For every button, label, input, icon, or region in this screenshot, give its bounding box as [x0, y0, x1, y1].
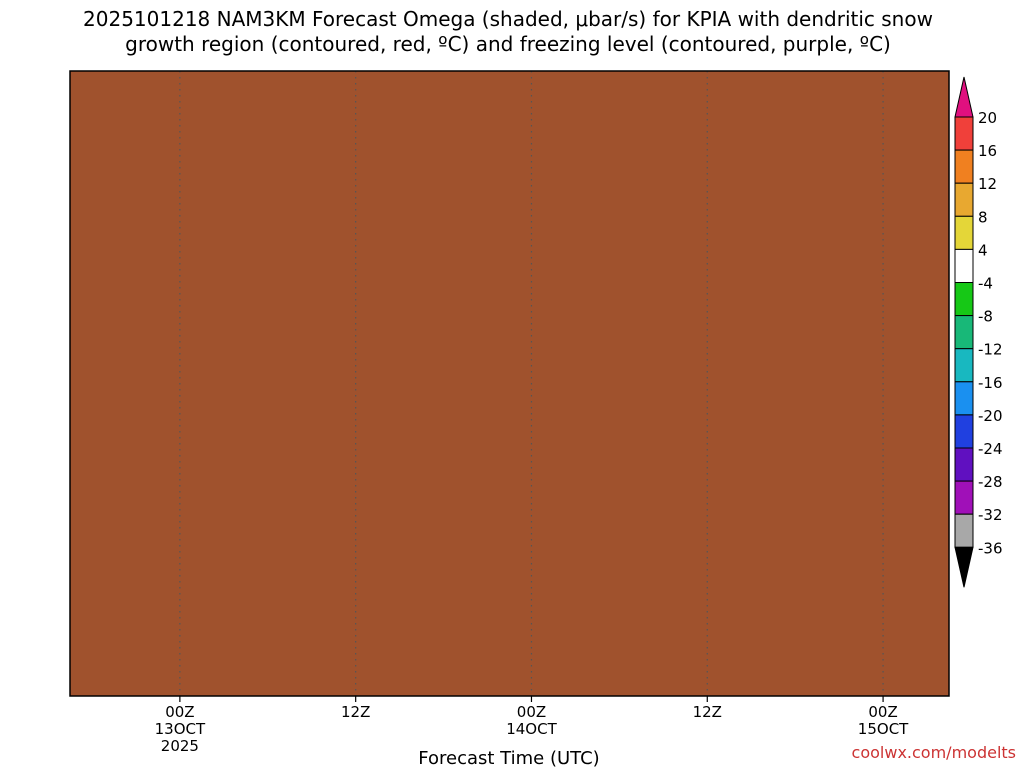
grid-lines	[179, 71, 884, 696]
colorbar-extend-bottom	[954, 546, 974, 588]
colorbar-label: -24	[978, 440, 1003, 458]
colorbar-label: 12	[978, 175, 997, 193]
x-axis-label: Forecast Time (UTC)	[418, 748, 599, 768]
chart-title-line-1: 2025101218 NAM3KM Forecast Omega (shaded…	[83, 7, 933, 31]
colorbar-bin-13	[954, 513, 974, 548]
colorbar-label: -36	[978, 539, 1003, 557]
colorbar-bin-4	[954, 215, 974, 250]
credit-text: coolwx.com/modelts	[852, 743, 1016, 762]
x-tick-label: 12Z	[693, 703, 722, 721]
colorbar-label: -12	[978, 341, 1003, 359]
x-tick-label: 00Z	[165, 703, 194, 721]
colorbar-label: -32	[978, 506, 1003, 524]
plot-area: -18-18-18-12-12-1200	[70, 71, 949, 696]
colorbar-label: -4	[978, 275, 993, 293]
colorbar-bin-12	[954, 480, 974, 515]
colorbar-bin-11	[954, 447, 974, 482]
x-tick-label: 00Z	[517, 703, 546, 721]
colorbar-bin-3	[954, 182, 974, 217]
colorbar-label: 16	[978, 142, 997, 160]
colorbar-bin-2	[954, 149, 974, 184]
colorbar-label: 20	[978, 109, 997, 127]
ground-fill	[70, 71, 949, 696]
x-tick-label: 14OCT	[506, 720, 557, 738]
colorbar-label: 4	[978, 241, 988, 259]
colorbar-label: -16	[978, 374, 1003, 392]
colorbar-label: -28	[978, 473, 1003, 491]
x-tick-label: 15OCT	[858, 720, 909, 738]
colorbar-bin-6	[954, 282, 974, 317]
colorbar-bin-8	[954, 348, 974, 383]
colorbar-bin-5	[954, 248, 974, 283]
colorbar-bin-10	[954, 414, 974, 449]
ground-layer	[70, 71, 949, 696]
x-tick-label: 2025	[161, 737, 199, 755]
x-tick-label: 00Z	[868, 703, 897, 721]
colorbar: 20 16 12 8 4 -4 -8 -12 -16 -20 -24 -28 -32 -36	[954, 76, 1003, 588]
plot-frame	[69, 70, 950, 697]
colorbar-extend-top	[954, 76, 974, 118]
colorbar-label: -20	[978, 407, 1003, 425]
x-tick-label: 12Z	[341, 703, 370, 721]
colorbar-label: 8	[978, 208, 988, 226]
colorbar-bin-1	[954, 116, 974, 151]
colorbar-label: -8	[978, 308, 993, 326]
chart-title-line-2: growth region (contoured, red, ºC) and f…	[125, 32, 891, 56]
x-tick-label: 13OCT	[155, 720, 206, 738]
colorbar-bin-7	[954, 315, 974, 350]
colorbar-bin-9	[954, 381, 974, 416]
